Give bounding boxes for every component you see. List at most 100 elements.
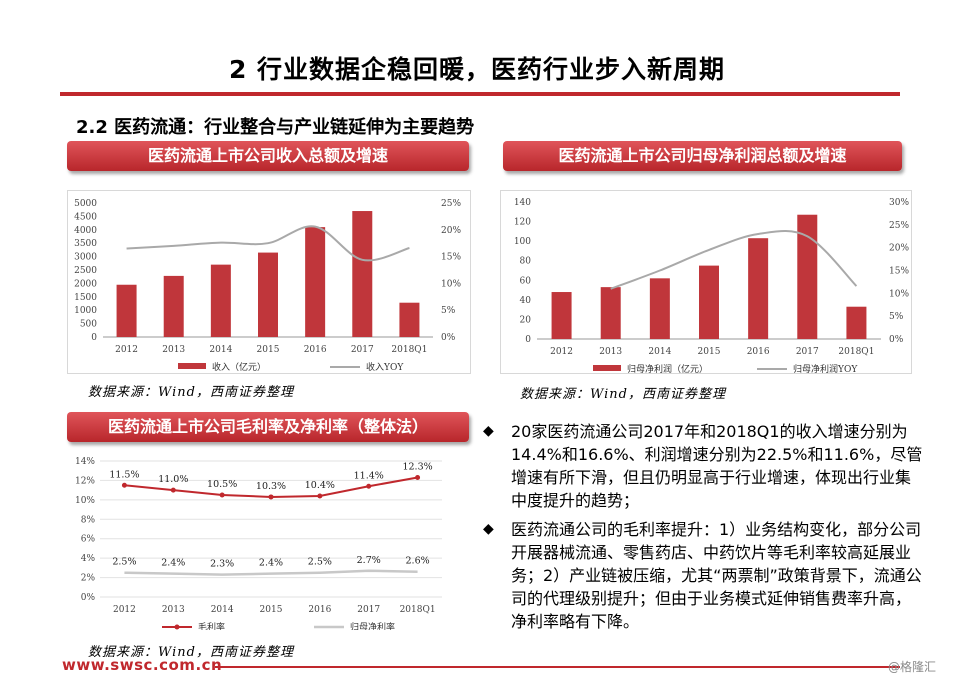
net-margin-line <box>124 569 418 576</box>
bullet-item: ◆ 医药流通公司的毛利率提升：1）业务结构变化，部分公司开展器械流通、零售药店、… <box>483 518 923 633</box>
data-label: 11.0% <box>158 474 188 485</box>
y-left-tick-label: 1500 <box>74 293 97 303</box>
y-right-tick-label: 25% <box>889 221 909 231</box>
x-tick-label: 2013 <box>162 605 185 615</box>
margin-chart-title: 医药流通上市公司毛利率及净利率（整体法） <box>67 412 469 442</box>
x-tick-label: 2016 <box>747 347 770 357</box>
y-right-tick-label: 10% <box>441 279 461 289</box>
y-right-tick-label: 30% <box>889 198 909 208</box>
y-left-tick-label: 3500 <box>74 239 97 249</box>
y-left-tick-label: 120 <box>514 218 531 228</box>
y-left-tick-label: 140 <box>514 198 531 208</box>
bar <box>163 275 184 337</box>
title-divider <box>60 92 900 96</box>
data-label: 2.4% <box>259 558 283 569</box>
bar <box>699 265 719 339</box>
y-right-tick-label: 5% <box>441 306 456 316</box>
y-right-tick-label: 10% <box>889 289 909 299</box>
gross-margin-point <box>121 482 127 488</box>
gross-margin-point <box>366 483 372 489</box>
y-left-tick-label: 4000 <box>74 226 97 236</box>
y-right-tick-label: 15% <box>441 253 461 263</box>
revenue-source: 数据来源：Wind，西南证券整理 <box>88 385 294 400</box>
y-right-tick-label: 20% <box>441 226 461 236</box>
y-left-tick-label: 60 <box>520 276 532 286</box>
y-tick-label: 6% <box>81 535 96 545</box>
legend-label: 收入（亿元） <box>212 361 266 373</box>
x-tick-label: 2015 <box>698 347 721 357</box>
bar <box>748 238 769 339</box>
y-left-tick-label: 20 <box>520 315 532 325</box>
gross-margin-point <box>415 475 421 481</box>
watermark: @格隆汇 <box>888 660 937 674</box>
y-tick-label: 4% <box>81 554 96 564</box>
data-label: 2.6% <box>406 556 430 567</box>
bar <box>352 211 373 337</box>
gross-margin-point <box>170 487 176 493</box>
gross-margin-point <box>317 493 323 499</box>
data-label: 2.5% <box>112 557 136 568</box>
x-tick-label: 2017 <box>796 347 819 357</box>
bar <box>846 306 867 339</box>
legend-label: 归母净利润（亿元） <box>627 363 708 373</box>
x-tick-label: 2018Q1 <box>838 347 874 357</box>
margin-chart: 0% 2% 4% 6% 8% 10% 12% 14% 2012 2013 2014 2015 2016 2… <box>75 457 442 633</box>
diamond-bullet-icon: ◆ <box>483 521 494 537</box>
x-tick-label: 2016 <box>304 345 327 355</box>
legend-swatch-marker <box>174 624 180 630</box>
data-label: 2.3% <box>210 559 234 570</box>
y-left-tick-label: 1000 <box>74 306 97 316</box>
x-tick-label: 2015 <box>257 345 280 355</box>
legend-label: 收入YOY <box>366 361 404 373</box>
margin-source: 数据来源：Wind，西南证券整理 <box>88 645 294 660</box>
bar <box>797 214 818 339</box>
bar <box>551 292 572 339</box>
y-right-tick-label: 15% <box>889 267 909 277</box>
profit-chart-title: 医药流通上市公司归母净利润总额及增速 <box>503 141 902 171</box>
y-left-tick-label: 100 <box>514 237 531 247</box>
x-tick-label: 2014 <box>209 345 232 355</box>
data-label: 2.4% <box>161 558 185 569</box>
bullet-text: 20家医药流通公司2017年和2018Q1的收入增速分别为14.4%和16.6%… <box>511 422 923 510</box>
y-right-tick-label: 0% <box>889 335 904 345</box>
y-left-tick-label: 3000 <box>74 253 97 263</box>
footer-url[interactable]: www.swsc.com.cn <box>62 656 223 674</box>
y-tick-label: 2% <box>81 574 96 584</box>
x-tick-label: 2018Q1 <box>400 605 436 615</box>
y-left-tick-label: 4500 <box>74 212 97 222</box>
y-left-tick-label: 0 <box>525 335 531 345</box>
bar <box>600 287 621 339</box>
y-left-tick-label: 2000 <box>74 279 97 289</box>
x-tick-label: 2015 <box>260 605 283 615</box>
y-right-tick-label: 25% <box>441 199 461 209</box>
gross-margin-point <box>219 492 225 498</box>
x-tick-label: 2013 <box>162 345 185 355</box>
data-label: 10.5% <box>207 479 237 490</box>
bar <box>305 227 326 337</box>
y-left-tick-label: 0 <box>91 333 97 343</box>
y-left-tick-label: 2500 <box>74 266 97 276</box>
x-tick-label: 2014 <box>211 605 234 615</box>
x-tick-label: 2017 <box>357 605 380 615</box>
section-title: 2.2 医药流通：行业整合与产业链延伸为主要趋势 <box>76 117 475 138</box>
y-left-tick-label: 80 <box>520 257 532 267</box>
y-tick-label: 10% <box>75 496 95 506</box>
y-left-tick-label: 5000 <box>74 199 97 209</box>
legend-label: 毛利率 <box>198 621 225 630</box>
legend-label: 归母净利润YOY <box>793 363 858 373</box>
y-right-tick-label: 20% <box>889 244 909 254</box>
y-tick-label: 14% <box>75 457 95 467</box>
x-tick-label: 2017 <box>351 345 374 355</box>
data-label: 11.4% <box>354 470 384 481</box>
bullet-item: ◆ 20家医药流通公司2017年和2018Q1的收入增速分别为14.4%和16.… <box>483 420 923 512</box>
yoy-line <box>610 229 858 290</box>
bullet-list: ◆ 20家医药流通公司2017年和2018Q1的收入增速分别为14.4%和16.… <box>483 420 923 639</box>
footer-divider <box>215 666 900 668</box>
x-tick-label: 2012 <box>113 605 136 615</box>
yoy-line <box>126 225 410 262</box>
data-label: 10.4% <box>305 480 335 491</box>
margin-chart-frame: 0% 2% 4% 6% 8% 10% 12% 14% 2012 2013 2014 2015 2016 2… <box>62 452 477 633</box>
x-tick-label: 2018Q1 <box>391 345 427 355</box>
bar <box>399 302 420 337</box>
profit-chart: 0 20 40 60 80 100 120 140 0% 5% 10% 15% 20% 25% 30% 201… <box>514 198 910 375</box>
